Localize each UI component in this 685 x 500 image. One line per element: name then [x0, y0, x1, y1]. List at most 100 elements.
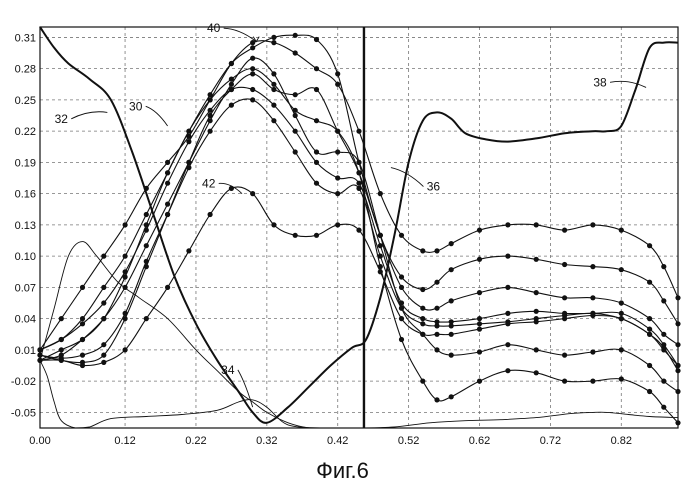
data-point [377, 232, 383, 238]
data-point [533, 290, 539, 296]
data-point [122, 222, 128, 228]
data-point [101, 253, 107, 259]
x-tick-label: 0.32 [256, 435, 277, 447]
data-point [356, 227, 362, 233]
y-tick-label: 0.31 [15, 32, 36, 44]
series-line-0 [39, 26, 679, 424]
data-point [165, 284, 171, 290]
y-tick-label: 0.04 [15, 314, 36, 326]
data-point [434, 319, 440, 325]
data-point [143, 243, 149, 249]
leader-line [609, 80, 647, 88]
data-point [122, 310, 128, 316]
data-point [448, 394, 454, 400]
data-point [618, 310, 624, 316]
data-point [58, 352, 64, 358]
plot-frame [39, 26, 679, 429]
series-group [37, 26, 681, 429]
reference-label: 34 [221, 363, 235, 377]
data-point [143, 185, 149, 191]
data-point [476, 227, 483, 233]
data-point [398, 232, 405, 238]
data-point [271, 222, 277, 228]
data-point [356, 185, 362, 191]
data-point [101, 342, 107, 348]
data-point [448, 241, 454, 247]
data-point [122, 347, 128, 353]
y-tick-label: 0.10 [15, 251, 36, 263]
data-point [313, 118, 320, 124]
data-point [207, 118, 213, 124]
data-point [143, 227, 149, 233]
data-point [420, 305, 426, 311]
data-point [335, 81, 341, 87]
data-point [271, 81, 277, 87]
data-point [250, 86, 256, 93]
data-point [618, 267, 624, 273]
x-tick-label: 0.42 [327, 435, 348, 447]
data-point [476, 290, 483, 296]
data-point [313, 86, 320, 93]
y-tick-label: 0.28 [15, 64, 36, 76]
x-tick-label: 0.72 [540, 435, 561, 447]
reference-label: 38 [593, 75, 607, 89]
y-tick-label: 0.13 [15, 220, 36, 232]
data-point [228, 86, 234, 93]
data-point [79, 284, 86, 290]
data-point [533, 308, 539, 314]
x-tick-label: 0.12 [114, 435, 135, 447]
data-point [448, 323, 454, 329]
data-point [505, 321, 511, 327]
data-point [434, 279, 440, 285]
data-point [398, 305, 405, 311]
data-point [398, 274, 405, 280]
data-point [590, 295, 596, 301]
data-point [590, 264, 596, 270]
data-point [505, 253, 511, 259]
data-point [101, 284, 107, 290]
leader-line [145, 105, 168, 127]
data-point [101, 359, 107, 365]
data-point [207, 97, 213, 103]
data-point [335, 191, 341, 197]
leader-line [223, 27, 257, 42]
data-point [165, 159, 171, 165]
x-tick-label: 0.00 [29, 435, 50, 447]
data-point [186, 128, 192, 134]
data-point [618, 316, 624, 322]
data-point [186, 139, 192, 145]
data-point [476, 321, 483, 327]
reference-label: 40 [207, 21, 221, 35]
series-line-3 [39, 40, 679, 351]
data-point [313, 66, 320, 72]
data-point [377, 191, 383, 197]
data-point [434, 397, 440, 403]
data-point [661, 298, 667, 304]
data-point [271, 40, 277, 46]
data-point [292, 232, 298, 238]
data-point [420, 316, 426, 322]
data-point [647, 279, 653, 285]
axes: 0.00 0.12 0.22 0.32 0.42 0.52 0.62 0.72 0.82 0.31… [11, 26, 679, 447]
data-point [101, 316, 107, 322]
x-tick-label: 0.52 [398, 435, 419, 447]
data-point [377, 264, 383, 270]
data-point [647, 331, 653, 337]
data-point [143, 211, 149, 218]
data-point [618, 376, 624, 382]
data-point [505, 222, 511, 228]
data-point [448, 319, 454, 325]
data-point [186, 248, 192, 254]
data-point [186, 133, 192, 139]
data-point [122, 269, 128, 275]
data-point [533, 319, 539, 325]
data-point [271, 118, 277, 124]
data-point [313, 159, 320, 165]
data-point [505, 342, 511, 348]
reference-label: 32 [55, 112, 69, 126]
data-point [448, 298, 454, 304]
data-point [335, 149, 341, 155]
data-point [647, 362, 653, 369]
data-point [250, 40, 256, 46]
series-line-8 [39, 186, 679, 367]
